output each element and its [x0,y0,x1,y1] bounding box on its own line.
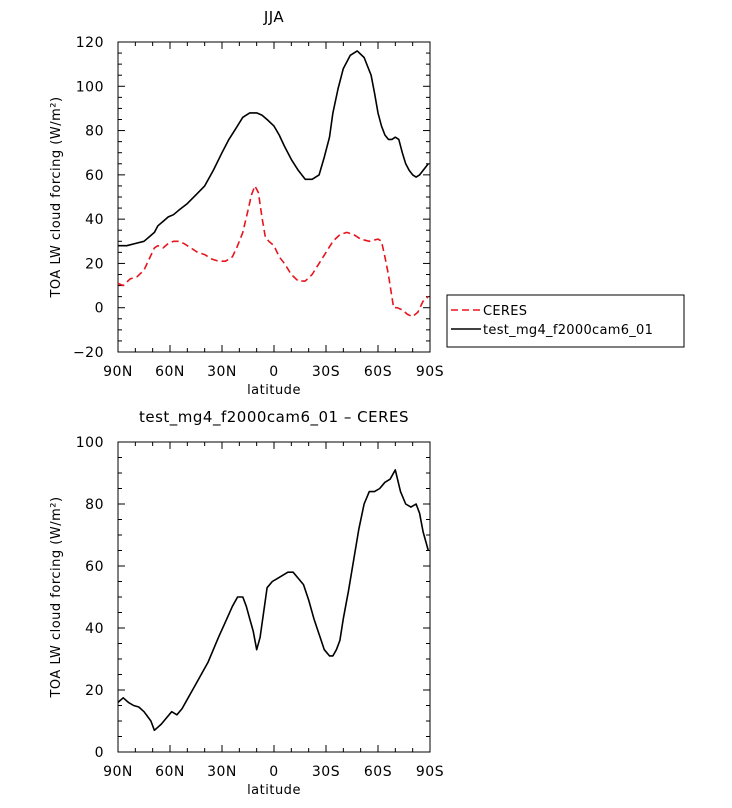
plot-frame [117,441,431,753]
chart-title: JJA [263,8,285,26]
x-tick-label: 30N [207,764,237,780]
y-tick-label: 80 [85,497,104,513]
chart-title: test_mg4_f2000cam6_01 – CERES [139,408,409,427]
legend-label: CERES [483,304,527,319]
y-tick-label: 120 [76,35,104,51]
plot-panel-1: JJA 90N 60N 30N 0 30S 60S 90S −20 0 20 40 60 80 100 120… [49,8,685,398]
series-line-test-mg4-f2000cam6-01 [118,50,429,247]
x-tick-label: 30N [207,364,237,380]
x-tick-label: 30S [312,764,340,780]
x-tick-label: 60N [155,364,185,380]
x-tick-label: 30S [312,364,340,380]
legend-label: test_mg4_f2000cam6_01 [483,323,653,338]
y-tick-label: 40 [85,621,104,637]
y-tick-label: 80 [85,124,104,140]
y-tick-label: 100 [76,79,104,95]
y-tick-label: −20 [73,345,104,361]
x-axis-label: latitude [247,383,301,398]
y-tick-label: 20 [85,683,104,699]
x-tick-label: 90S [416,764,444,780]
y-tick-label: 60 [85,168,104,184]
legend: CERES test_mg4_f2000cam6_01 [446,294,685,348]
y-axis-label: TOA LW cloud forcing (W/m²) [49,496,64,698]
y-axis-label: TOA LW cloud forcing (W/m²) [49,96,64,298]
x-tick-label: 0 [269,364,278,380]
x-tick-label: 90N [103,764,133,780]
plot-panel-2: test_mg4_f2000cam6_01 – CERES 90N 60N 30N 0 3… [49,408,444,798]
y-tick-label: 0 [95,745,104,761]
y-tick-label: 0 [95,301,104,317]
series-line-ceres [117,185,429,318]
x-tick-label: 0 [269,764,278,780]
x-tick-label: 60N [155,764,185,780]
y-tick-label: 40 [85,212,104,228]
x-tick-label: 60S [364,764,392,780]
series-line-difference [117,469,430,732]
x-tick-label: 60S [364,364,392,380]
y-tick-label: 20 [85,256,104,272]
x-tick-label: 90S [416,364,444,380]
y-tick-label: 60 [85,559,104,575]
y-tick-label: 100 [76,435,104,451]
x-axis-label: latitude [247,783,301,798]
x-tick-label: 90N [103,364,133,380]
plot-frame [117,41,431,353]
legend-box [446,294,685,348]
